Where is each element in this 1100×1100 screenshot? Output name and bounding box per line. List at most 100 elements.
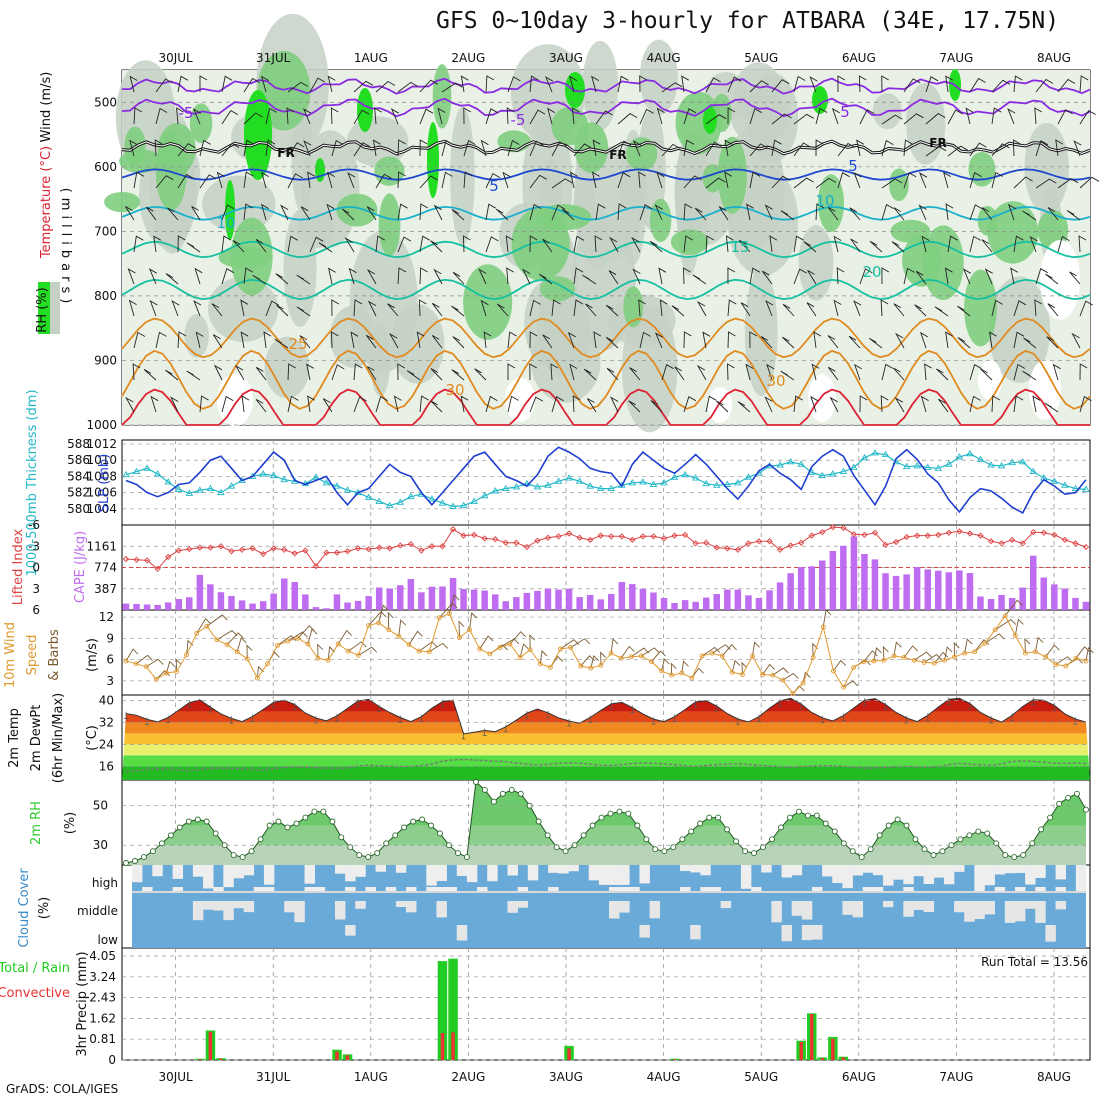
wind-barb <box>212 334 223 349</box>
wind-barb <box>957 305 971 317</box>
wind-barb-10m <box>620 645 635 659</box>
wind-barb <box>921 235 930 253</box>
wind-barb <box>705 235 715 253</box>
li-point <box>122 555 130 563</box>
thickness-point <box>185 489 194 496</box>
thickness-point <box>375 497 383 504</box>
isotherm--10 <box>122 77 1091 95</box>
wind-barb <box>353 109 370 125</box>
wind-barb <box>260 75 269 93</box>
wind-speed-point <box>558 646 563 652</box>
wind-barb <box>881 114 903 125</box>
wind-barb <box>595 203 606 221</box>
temp-whisker <box>292 702 297 710</box>
wind-barb <box>936 368 949 381</box>
rh-point <box>733 838 740 845</box>
cape-bar <box>449 578 457 610</box>
rh-band <box>126 782 1086 826</box>
li-point <box>386 545 393 552</box>
y-label-wind10m: & Barbs <box>47 629 62 681</box>
wind-barb <box>150 395 159 413</box>
contour-label: 15 <box>730 238 749 256</box>
wind-barb <box>571 107 580 125</box>
cloud-gap-mid <box>395 901 407 908</box>
rh-point <box>1020 852 1027 859</box>
wind-speed-point <box>739 672 745 677</box>
thickness-point <box>691 474 700 481</box>
cloud-gap-low <box>1045 925 1056 942</box>
wind-barb-10m <box>670 662 677 676</box>
thickness-point <box>628 479 637 486</box>
cloud-gap-high <box>974 887 985 893</box>
y-label-li: Lifted Index <box>11 528 26 605</box>
wind-barb <box>1010 267 1019 285</box>
wind-barb <box>746 203 754 221</box>
cloud-gap-high <box>923 865 935 884</box>
wind-speed-point <box>1043 654 1049 660</box>
rh-point <box>670 844 677 851</box>
cloud-gap-mid <box>507 901 518 913</box>
wind-barb <box>605 304 619 317</box>
cloud-gap-low <box>811 925 823 940</box>
cape-bar <box>428 586 436 610</box>
wind-barb <box>893 207 905 221</box>
rh-point <box>993 840 1000 847</box>
wind-barb <box>837 75 846 93</box>
rh-point <box>392 832 399 839</box>
wind-barb <box>836 267 845 285</box>
cloud-gap-mid <box>213 901 224 911</box>
wind-barb <box>307 171 315 189</box>
y-tick-precip: 1.62 <box>89 1011 116 1025</box>
wind-barb <box>656 107 665 125</box>
wind-barb <box>591 75 600 93</box>
cloud-gap-high <box>822 865 833 877</box>
rh-point <box>822 820 829 827</box>
wind-speed-point <box>638 653 644 659</box>
cloud-gap-high <box>568 865 579 872</box>
cloud-gap-mid <box>913 901 924 910</box>
temp-whisker <box>925 713 930 721</box>
x-label-top: 30JUL <box>158 51 193 65</box>
rh-blob <box>369 320 391 397</box>
isotherm-10 <box>121 205 1091 221</box>
li-point <box>1051 531 1058 539</box>
wind-barb <box>781 336 795 349</box>
wind-barb <box>991 299 1003 317</box>
li-point <box>1061 536 1069 544</box>
cape-bar <box>481 590 488 610</box>
wind-barb <box>569 171 578 189</box>
cloud-gap-mid <box>334 901 346 920</box>
y-tick-precip: 0 <box>108 1053 116 1067</box>
temp-panel <box>122 697 1090 780</box>
cloud-gap-mid <box>203 901 214 910</box>
thickness-point <box>407 492 415 500</box>
cloud-panel <box>132 865 1087 948</box>
cloud-gap-mid <box>223 901 234 921</box>
rh-blob-bright <box>244 90 272 180</box>
thickness-point <box>396 498 405 505</box>
slp-line <box>125 446 1087 514</box>
li-point <box>945 529 952 536</box>
li-point <box>565 530 573 537</box>
rh-point <box>679 836 686 843</box>
wind-barb <box>809 76 818 93</box>
wind-barb <box>263 331 272 349</box>
wind-barb <box>942 171 951 189</box>
rh-point <box>508 786 515 793</box>
li-point <box>787 542 794 549</box>
cloud-gap-high <box>1055 865 1067 880</box>
thickness-point <box>428 495 436 502</box>
rh-blob-green <box>551 106 589 146</box>
precip-conv-bar <box>810 1014 814 1060</box>
li-point <box>281 546 288 553</box>
cape-bar <box>1019 587 1026 610</box>
cloud-gap-high <box>872 865 884 876</box>
wind-barb <box>128 299 137 317</box>
rh-blob-bright <box>357 88 373 132</box>
cloud-gap-high <box>609 865 620 885</box>
rh-point <box>185 818 192 825</box>
wind-barb <box>366 268 377 285</box>
y-tick-li: 0 <box>32 561 40 575</box>
y-label-temp: 2m DewPt <box>29 705 44 772</box>
x-label-top: 6AUG <box>842 51 876 65</box>
